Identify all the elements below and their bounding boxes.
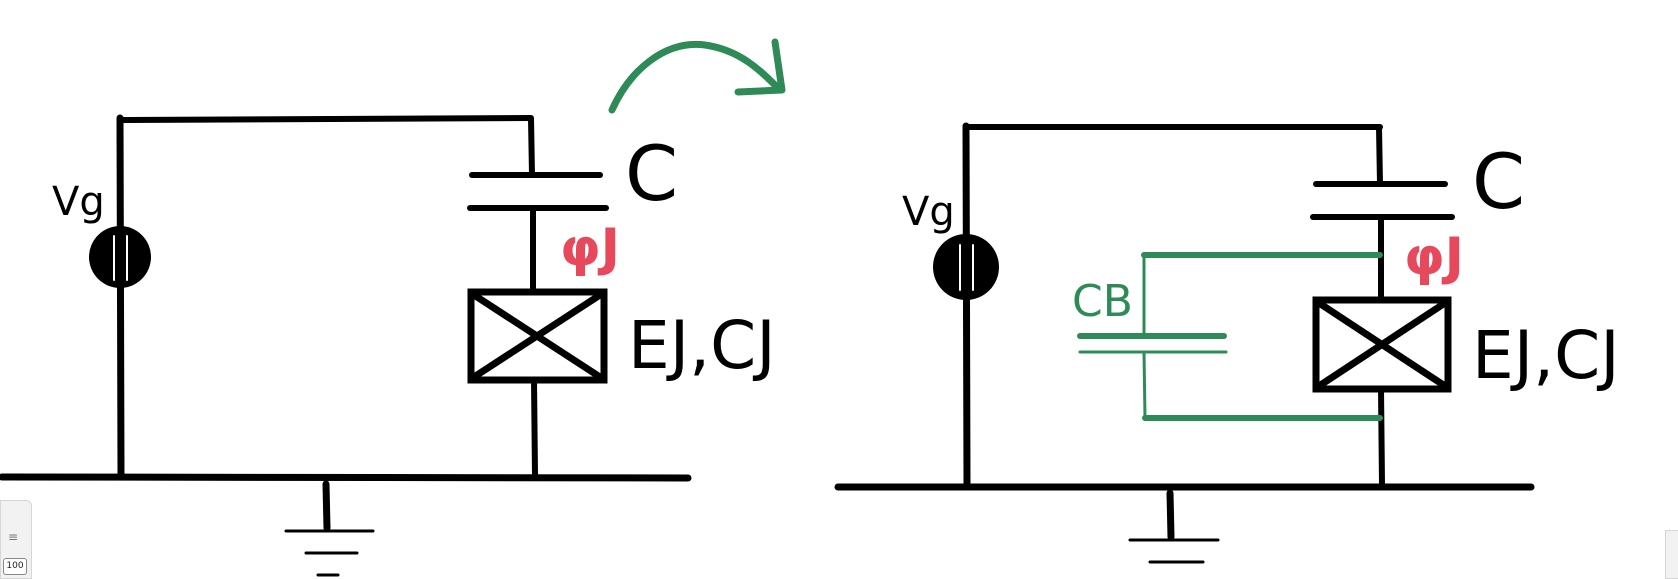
right-branch-wire-top bbox=[1376, 124, 1383, 187]
zoom-level-button[interactable]: 100 bbox=[3, 558, 27, 575]
left-circuit bbox=[0, 114, 692, 577]
left-junction-cross bbox=[470, 291, 604, 381]
left-phase-label: φJ bbox=[560, 218, 620, 278]
left-vg-text: Vg bbox=[52, 179, 105, 225]
right-panel-edge bbox=[1665, 530, 1678, 579]
canvas-toolbar: ≡ 100 bbox=[0, 500, 32, 579]
right-circuit bbox=[834, 122, 1535, 564]
left-top-wire bbox=[117, 115, 533, 123]
right-vg-text: Vg bbox=[902, 189, 955, 235]
hamburger-icon[interactable]: ≡ bbox=[8, 530, 19, 544]
right-source-wire bbox=[962, 122, 971, 488]
right-branch-wire-bottom bbox=[1378, 386, 1385, 487]
right-junction-cross bbox=[1315, 299, 1449, 390]
right-ground-stem bbox=[1166, 489, 1175, 541]
left-voltage-source bbox=[89, 226, 151, 288]
left-branch-wire-top bbox=[528, 115, 535, 178]
right-voltage-source-mark bbox=[959, 244, 974, 291]
left-capacitor-label: C bbox=[625, 129, 678, 218]
left-branch-wire-bottom bbox=[531, 377, 538, 478]
left-junction-box bbox=[467, 288, 608, 384]
right-phase-label: φJ bbox=[1404, 227, 1464, 287]
left-ground-stem bbox=[322, 480, 331, 532]
right-voltage-source bbox=[933, 234, 999, 300]
shunt-capacitor-label: CB bbox=[1072, 276, 1133, 327]
transform-arrow-curve bbox=[608, 40, 784, 114]
right-capacitor-label: C bbox=[1472, 137, 1525, 226]
left-source-label: Vg bbox=[52, 179, 105, 225]
transform-arrow-head bbox=[734, 38, 786, 96]
left-voltage-source-mark bbox=[113, 235, 128, 281]
left-junction-label: EJ,CJ bbox=[628, 307, 776, 384]
shunt-capacitor bbox=[1077, 252, 1383, 421]
left-ground-rail bbox=[0, 473, 692, 482]
shunt-left-wire-bottom bbox=[1142, 350, 1147, 420]
right-junction-label: EJ,CJ bbox=[1472, 317, 1620, 394]
transform-arrow bbox=[608, 38, 786, 114]
left-source-wire bbox=[116, 114, 125, 479]
